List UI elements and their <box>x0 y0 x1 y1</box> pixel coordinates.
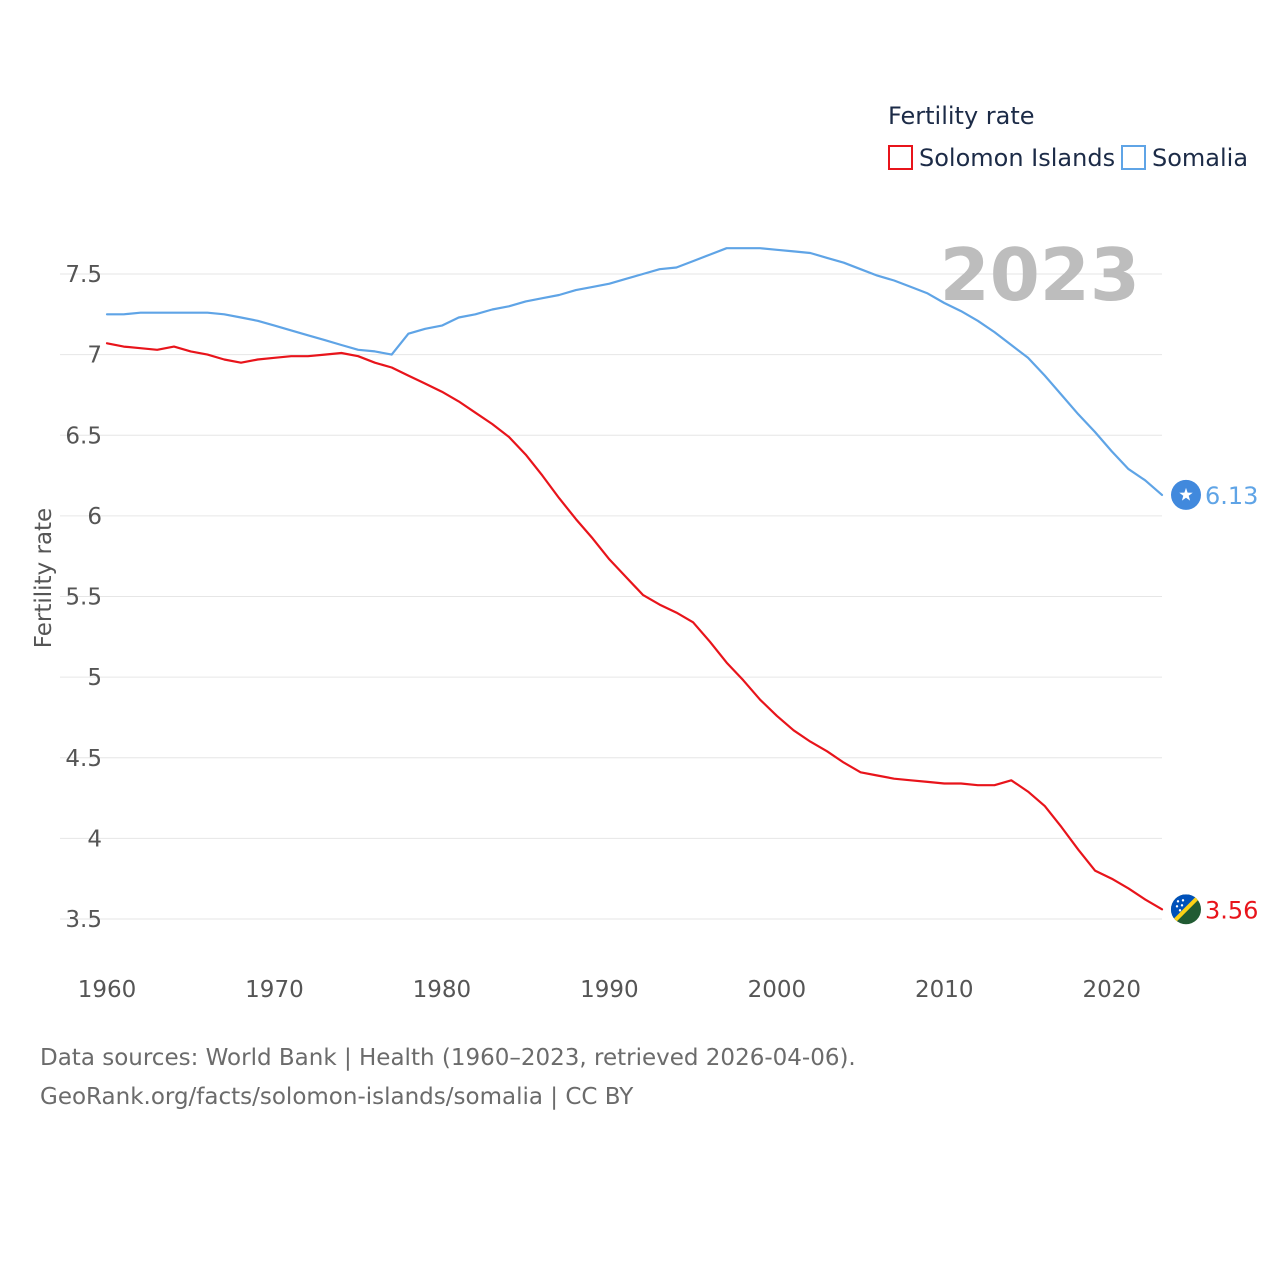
y-tick-label: 6.5 <box>65 423 102 449</box>
y-tick-label: 5.5 <box>65 585 102 611</box>
year-watermark: 2023 <box>940 233 1140 317</box>
series-lines <box>105 247 1164 911</box>
legend-swatch-somalia[interactable] <box>1121 145 1146 170</box>
x-tick-label: 1970 <box>245 977 304 1003</box>
x-axis-ticks: 1960 1970 1980 1990 2000 2010 2020 <box>78 977 1141 1003</box>
x-tick-label: 2020 <box>1082 977 1141 1003</box>
y-tick-label: 4 <box>87 826 102 852</box>
star-icon <box>1179 487 1193 501</box>
source-line: Data sources: World Bank | Health (1960–… <box>40 1045 856 1071</box>
y-tick-label: 3.5 <box>65 907 102 933</box>
x-tick-label: 1990 <box>580 977 639 1003</box>
x-tick-label: 2000 <box>748 977 807 1003</box>
y-axis-ticks: 3.5 4 4.5 5 5.5 6 6.5 7 7.5 <box>65 262 102 933</box>
x-tick-label: 1960 <box>78 977 137 1003</box>
grid-lines <box>60 273 1162 920</box>
somalia-flag-icon <box>1171 479 1201 510</box>
x-tick-label: 1980 <box>413 977 472 1003</box>
series-line-solomon-islands[interactable] <box>105 342 1164 911</box>
solomon-islands-flag-icon <box>1171 894 1201 925</box>
attribution-line: GeoRank.org/facts/solomon-islands/somali… <box>40 1084 634 1110</box>
series-line-somalia[interactable] <box>105 247 1164 496</box>
end-markers: 3.56 6.13 <box>1171 479 1258 925</box>
y-axis-label: Fertility rate <box>31 508 57 648</box>
legend-title: Fertility rate <box>888 102 1035 130</box>
legend-label-solomon-islands[interactable]: Solomon Islands <box>919 144 1115 172</box>
x-tick-label: 2010 <box>915 977 974 1003</box>
y-tick-label: 7.5 <box>65 262 102 288</box>
y-tick-label: 5 <box>87 665 102 691</box>
y-tick-label: 4.5 <box>65 746 102 772</box>
end-value-label: 3.56 <box>1205 896 1258 924</box>
y-tick-label: 6 <box>87 504 102 530</box>
legend-swatch-solomon-islands[interactable] <box>888 145 913 170</box>
legend: Fertility rate Solomon Islands Somalia <box>888 102 1248 172</box>
end-value-label: 6.13 <box>1205 482 1258 510</box>
legend-label-somalia[interactable]: Somalia <box>1152 144 1248 172</box>
y-tick-label: 7 <box>87 343 102 369</box>
